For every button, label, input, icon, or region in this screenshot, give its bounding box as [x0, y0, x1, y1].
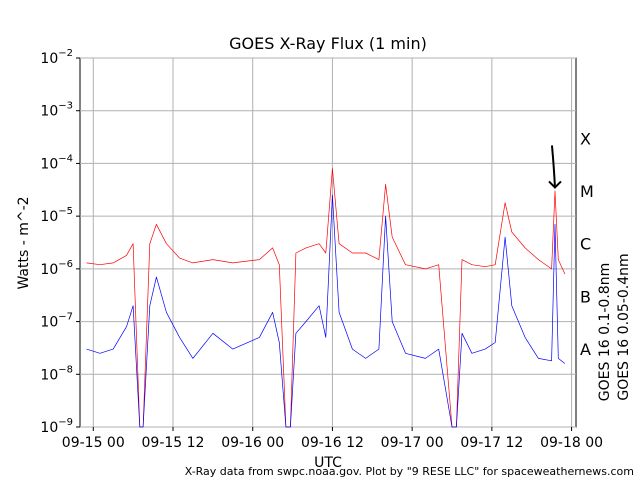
y-axis-label: Watts - m^-2 — [16, 196, 32, 289]
series-layer — [86, 168, 566, 428]
x-tick-label: 09-17 00 — [381, 435, 444, 451]
y-tick-label: 10−8 — [40, 364, 73, 383]
x-tick-label: 09-17 12 — [460, 435, 523, 451]
legend-series-long: GOES 16 0.05-0.4nm — [616, 253, 632, 400]
chart-title: GOES X-Ray Flux (1 min) — [229, 34, 427, 53]
arrow-annotation — [548, 145, 562, 189]
arrow-shaft — [550, 145, 556, 188]
x-axis-label: UTC — [314, 455, 342, 471]
x-tick-label: 09-16 12 — [301, 435, 364, 451]
series-line-0 — [86, 168, 566, 428]
grid — [80, 57, 576, 428]
y-axis-ticks: 10−9 10−8 10−7 10−6 10−5 10−4 10−3 10−2 — [40, 48, 80, 436]
y-tick-label: 10−6 — [40, 259, 73, 278]
y-tick-label: 10−7 — [40, 312, 73, 331]
y-tick-label: 10−5 — [40, 206, 73, 225]
flare-class-A: A — [580, 340, 591, 359]
x-tick-label: 09-15 12 — [142, 435, 205, 451]
series-line-1 — [86, 194, 566, 428]
plot-area — [79, 57, 577, 428]
y-tick-label: 10−3 — [40, 101, 73, 120]
flare-class-M: M — [580, 182, 594, 201]
flare-class-C: C — [580, 235, 591, 254]
x-axis-ticks: 09-15 00 09-15 12 09-16 00 09-16 12 09-17 00… — [62, 427, 603, 451]
flare-class-B: B — [580, 287, 591, 306]
flare-class-labels: X M C B A — [580, 129, 594, 359]
x-tick-label: 09-18 00 — [540, 435, 603, 451]
x-tick-label: 09-16 00 — [221, 435, 284, 451]
data-credit: X-Ray data from swpc.noaa.gov. Plot by "… — [185, 465, 634, 478]
x-tick-label: 09-15 00 — [62, 435, 125, 451]
y-tick-label: 10−4 — [40, 153, 73, 172]
legend-series-short: GOES 16 0.1-0.8nm — [597, 263, 613, 401]
y-tick-label: 10−2 — [40, 48, 73, 67]
flare-class-X: X — [580, 129, 591, 148]
y-tick-label: 10−9 — [40, 417, 73, 436]
arrow-head — [548, 180, 562, 189]
